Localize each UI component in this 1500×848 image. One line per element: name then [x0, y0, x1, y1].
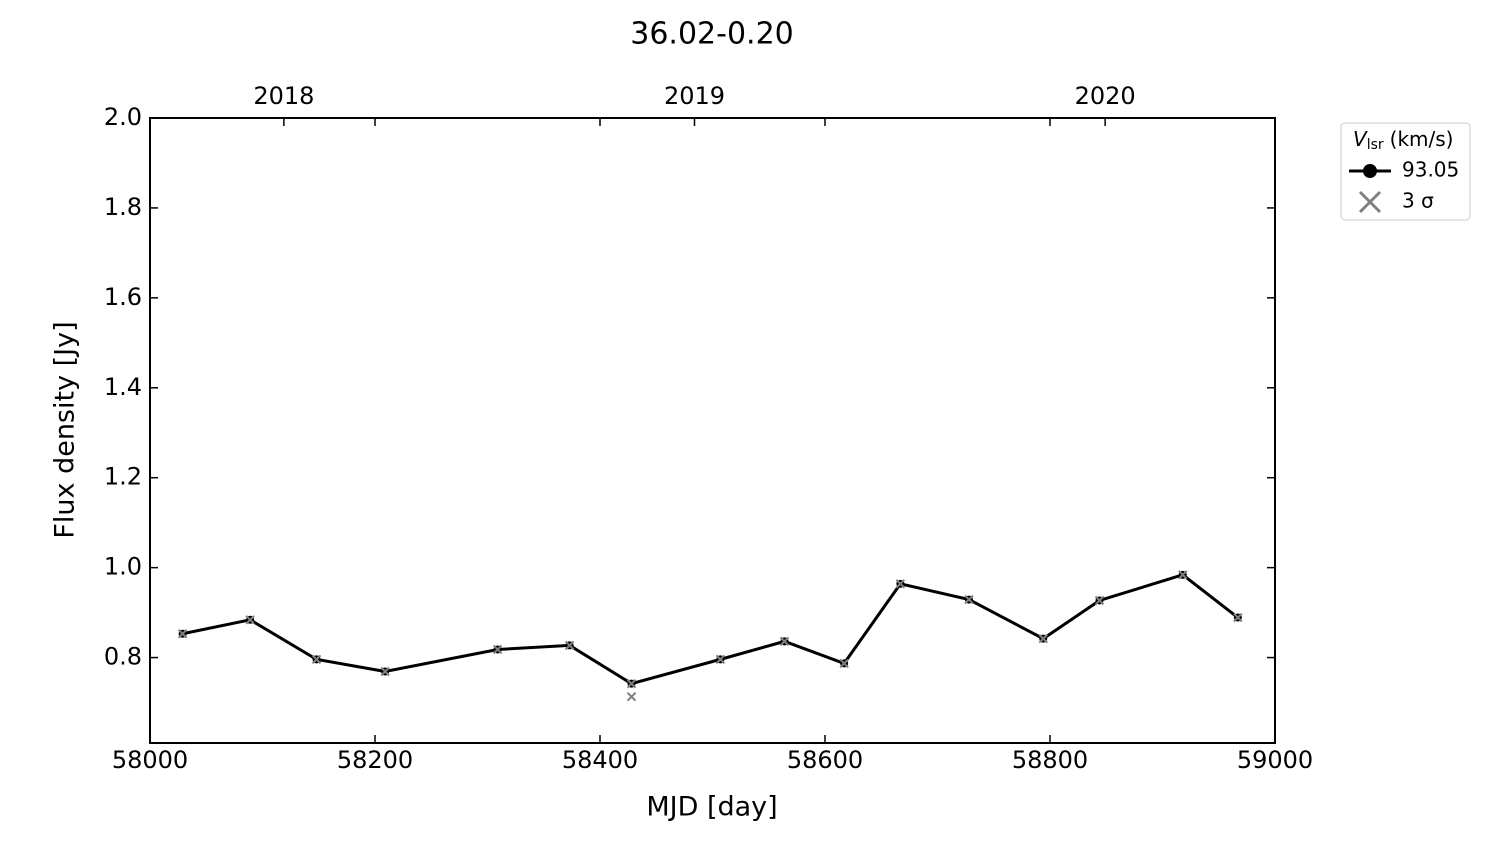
- sigma-point: [1038, 633, 1048, 644]
- sigma-point-stroke: [1233, 612, 1243, 623]
- sigma-point-stroke: [564, 640, 575, 651]
- legend-marker: [1363, 164, 1377, 178]
- series-line: [182, 573, 1239, 686]
- x2-tick-label: 2018: [253, 82, 314, 110]
- sigma-point-stroke: [626, 678, 637, 689]
- y-tick-label: 1.2: [104, 463, 142, 491]
- sigma-point: [626, 691, 637, 702]
- sigma-point-stroke: [311, 654, 322, 665]
- y-tick-label: 1.0: [104, 553, 142, 581]
- sigma-point: [492, 644, 503, 655]
- sigma-point: [380, 666, 390, 677]
- legend-title-unit: (km/s): [1390, 127, 1454, 151]
- sigma-point: [1178, 570, 1188, 580]
- sigma-point-stroke: [895, 579, 906, 589]
- legend-label: 93.05: [1402, 158, 1459, 182]
- x-tick-label: 58200: [337, 746, 413, 774]
- plot-frame: [149, 117, 1276, 744]
- sigma-point-stroke: [715, 654, 726, 665]
- legend-title: Vlsr (km/s): [1353, 127, 1453, 154]
- sigma-point-stroke: [1038, 633, 1048, 644]
- x-tick-label: 58800: [1012, 746, 1088, 774]
- y-tick-label: 1.4: [104, 373, 142, 401]
- sigma-point-stroke: [626, 691, 637, 702]
- sigma-point-stroke: [245, 615, 255, 625]
- x-tick-label: 59000: [1237, 746, 1313, 774]
- sigma-point: [839, 658, 849, 669]
- legend-box: [1340, 122, 1471, 221]
- chart-title: 36.02-0.20: [630, 17, 794, 52]
- sigma-point: [626, 678, 637, 689]
- sigma-point-stroke: [839, 658, 849, 669]
- sigma-point: [779, 636, 790, 647]
- sigma-point: [964, 594, 974, 605]
- legend-label: 3 σ: [1402, 189, 1434, 213]
- legend-marker: [1358, 190, 1382, 214]
- sigma-point: [177, 629, 188, 639]
- y-tick-label: 1.8: [104, 193, 142, 221]
- legend-title-subscript: lsr: [1367, 137, 1384, 153]
- y-tick-label: 2.0: [104, 103, 142, 131]
- sigma-point: [311, 654, 322, 665]
- legend-title-symbol: V: [1353, 127, 1368, 151]
- y-tick-label: 1.6: [104, 283, 142, 311]
- sigma-point-stroke: [177, 629, 188, 639]
- x-tick-label: 58000: [112, 746, 188, 774]
- y-axis-label: Flux density [Jy]: [50, 321, 81, 538]
- x2-tick-label: 2019: [664, 82, 725, 110]
- sigma-point-stroke: [380, 666, 390, 677]
- sigma-point-stroke: [779, 636, 790, 647]
- legend: Vlsr (km/s): [1340, 122, 1471, 221]
- sigma-point-stroke: [492, 644, 503, 655]
- legend-marker-stroke: [1358, 190, 1382, 214]
- sigma-point: [1094, 595, 1105, 606]
- x-axis-label: MJD [day]: [646, 792, 777, 823]
- sigma-point-stroke: [964, 594, 974, 605]
- x2-tick-label: 2020: [1075, 82, 1136, 110]
- sigma-point: [1233, 612, 1243, 623]
- sigma-point: [895, 579, 906, 589]
- sigma-point-stroke: [1178, 570, 1188, 580]
- sigma-point: [715, 654, 726, 665]
- x-tick-label: 58600: [787, 746, 863, 774]
- sigma-point-stroke: [1094, 595, 1105, 606]
- x-tick-label: 58400: [562, 746, 638, 774]
- sigma-point: [564, 640, 575, 651]
- sigma-point: [245, 615, 255, 625]
- y-tick-label: 0.8: [104, 643, 142, 671]
